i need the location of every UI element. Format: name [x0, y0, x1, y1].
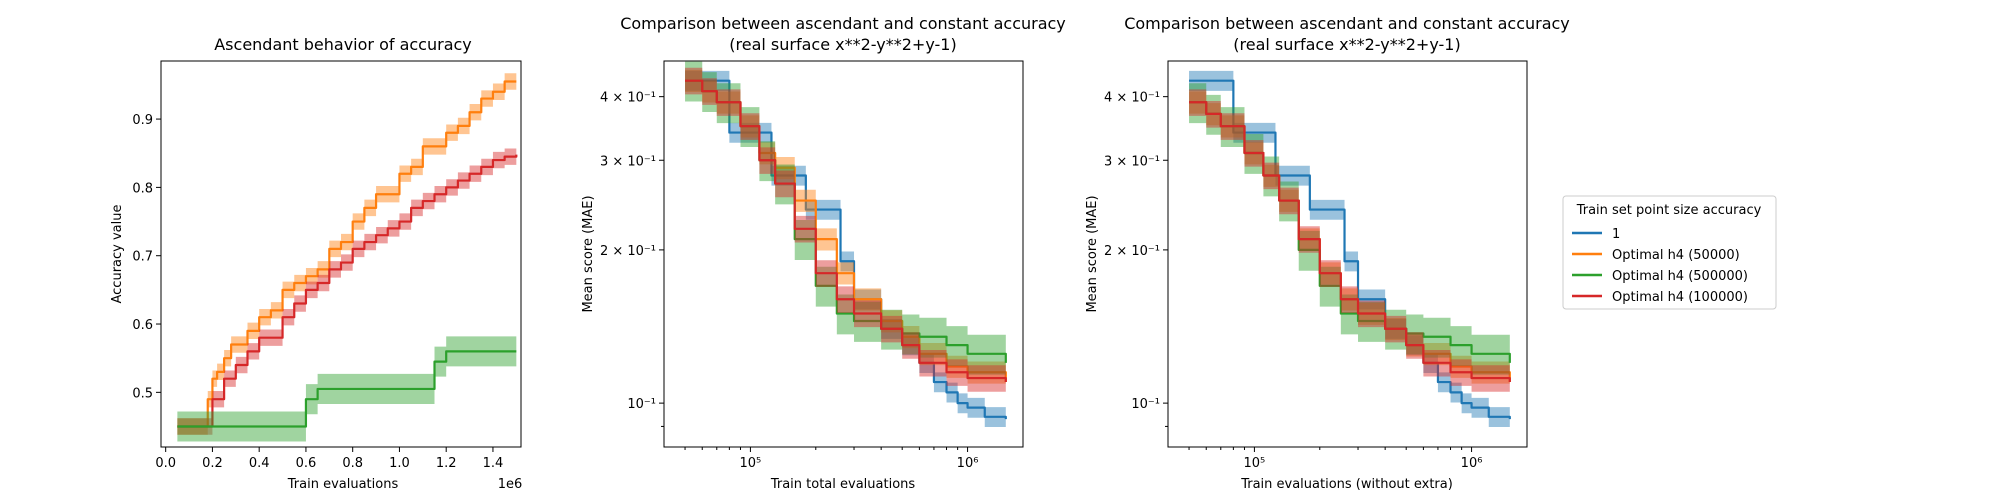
- y-tick-label: 4 × 10⁻¹: [600, 91, 656, 106]
- y-tick-label: 0.7: [132, 250, 153, 265]
- y-tick-label: 10⁻¹: [1131, 397, 1160, 412]
- x-tick-label: 0.4: [249, 456, 270, 471]
- chart-1-plot: 0.0 0.2 0.4 0.6 0.8 1.0 1.2 1.4 0.5 0.6 0.7 0.8 0.9: [132, 60, 522, 471]
- legend-title: Train set point size accuracy: [1576, 203, 1762, 218]
- chart-panel-2: Comparison between ascendant and constan…: [581, 14, 1066, 492]
- chart-1-ylabel: Accuracy value: [110, 205, 125, 304]
- legend-entry-label: Optimal h4 (100000): [1612, 290, 1748, 305]
- x-tick-label: 0.6: [296, 456, 317, 471]
- y-tick-label: 0.9: [132, 113, 153, 128]
- chart-2-ylabel: Mean score (MAE): [581, 195, 596, 312]
- chart-3-subtitle: (real surface x**2-y**2+y-1): [1233, 35, 1460, 54]
- chart-1-frame: [160, 60, 522, 448]
- series-2-band: [1189, 91, 1510, 394]
- chart-3-title: Comparison between ascendant and constan…: [1124, 14, 1570, 33]
- chart-panel-3: Comparison between ascendant and constan…: [1085, 14, 1570, 492]
- chart-3-series-layer: [1189, 70, 1511, 430]
- chart-3-xlabel: Train evaluations (without extra): [1240, 477, 1453, 492]
- series-3-band: [1189, 83, 1510, 384]
- legend-entry-label: Optimal h4 (50000): [1612, 248, 1740, 263]
- chart-1-title: Ascendant behavior of accuracy: [214, 35, 472, 54]
- chart-3-plot: 10⁵ 10⁶ 10⁻¹ 2 × 10⁻¹ 3 × 10⁻¹ 4 × 10⁻¹: [1104, 60, 1528, 471]
- x-tick-label: 1.2: [436, 456, 457, 471]
- chart-1-series-layer: [177, 73, 518, 442]
- x-tick-label: 0.2: [202, 456, 223, 471]
- chart-2-xlabel: Train total evaluations: [770, 477, 916, 492]
- series-4-band: [685, 67, 1006, 396]
- x-tick-label: 1.4: [483, 456, 504, 471]
- legend-entries: 1 Optimal h4 (50000) Optimal h4 (500000) Op…: [1572, 227, 1748, 305]
- chart-panel-1: Ascendant behavior of accuracy Accuracy …: [110, 35, 522, 492]
- chart-1-offset-label: 1e6: [498, 477, 523, 492]
- chart-3-frame: [1167, 60, 1528, 448]
- chart-2-plot: 10⁵ 10⁶ 10⁻¹ 2 × 10⁻¹ 3 × 10⁻¹ 4 × 10⁻¹: [600, 60, 1024, 471]
- y-tick-label: 4 × 10⁻¹: [1104, 91, 1160, 106]
- series-3-line: [177, 350, 517, 428]
- series-4-band: [1189, 89, 1510, 396]
- y-tick-label: 2 × 10⁻¹: [600, 244, 656, 259]
- chart-3-legend: Train set point size accuracy 1 Optimal h…: [1562, 195, 1777, 310]
- x-tick-label: 1.0: [389, 456, 410, 471]
- x-tick-label: 0.0: [155, 456, 176, 471]
- series-3-band: [685, 61, 1006, 384]
- x-tick-label: 10⁶: [957, 456, 979, 471]
- chart-3-ylabel: Mean score (MAE): [1085, 195, 1100, 312]
- y-tick-label: 3 × 10⁻¹: [1104, 154, 1160, 169]
- x-tick-label: 0.8: [342, 456, 363, 471]
- legend-entry-label: Optimal h4 (500000): [1612, 269, 1748, 284]
- y-tick-label: 2 × 10⁻¹: [1104, 244, 1160, 259]
- x-tick-label: 10⁵: [740, 456, 762, 471]
- series-2-line: [177, 154, 518, 428]
- chart-2-title: Comparison between ascendant and constan…: [620, 14, 1066, 33]
- y-tick-label: 3 × 10⁻¹: [600, 154, 656, 169]
- series-2-band: [685, 69, 1006, 394]
- legend-box: [1562, 195, 1777, 310]
- y-tick-label: 0.8: [132, 181, 153, 196]
- series-1-line: [177, 80, 517, 428]
- chart-2-subtitle: (real surface x**2-y**2+y-1): [729, 35, 956, 54]
- x-tick-label: 10⁶: [1461, 456, 1483, 471]
- series-4-line: [685, 79, 1007, 383]
- x-tick-label: 10⁵: [1244, 456, 1266, 471]
- chart-2-frame: [663, 60, 1024, 448]
- legend-entry-label: 1: [1612, 227, 1620, 242]
- chart-1-xlabel: Train evaluations: [287, 477, 399, 492]
- y-tick-label: 0.5: [132, 386, 153, 401]
- y-tick-label: 0.6: [132, 318, 153, 333]
- y-tick-label: 10⁻¹: [627, 397, 656, 412]
- chart-2-series-layer: [685, 61, 1007, 430]
- series-4-line: [1189, 101, 1511, 383]
